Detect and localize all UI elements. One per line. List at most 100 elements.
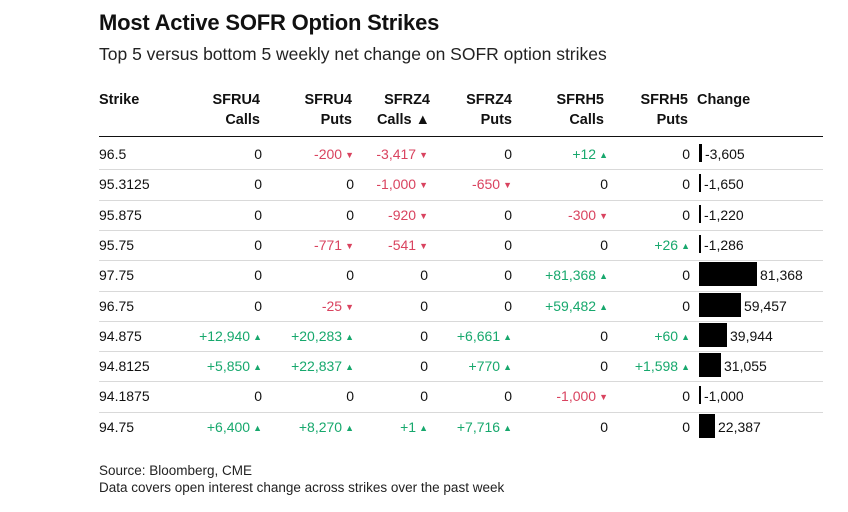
cell-value: 0 <box>504 236 512 253</box>
cell-value: -771 <box>314 236 343 253</box>
cell-value: 0 <box>682 297 690 314</box>
up-triangle-icon: ▲ <box>503 331 512 342</box>
down-triangle-icon: ▼ <box>419 240 428 251</box>
sfrh5-calls-cell: +81,368 ▲ <box>545 266 608 286</box>
row-separator <box>99 290 823 292</box>
sfrz4-calls-cell: 0 <box>420 357 428 375</box>
strike-cell: 94.875 <box>99 327 142 344</box>
sfru4-calls-cell: 0 <box>254 206 262 224</box>
sfru4-puts-cell: +20,283 ▲ <box>291 327 354 347</box>
sfrz4-puts-cell: +770 ▲ <box>469 357 512 377</box>
up-triangle-icon: ▲ <box>345 422 354 433</box>
up-triangle-icon: ▲ <box>419 422 428 433</box>
cell-value: -1,000 <box>556 388 597 405</box>
cell-value: 0 <box>504 388 512 405</box>
cell-value: 0 <box>504 297 512 314</box>
cell-value: 0 <box>254 267 262 284</box>
strike-cell: 95.75 <box>99 236 135 253</box>
cell-value: 0 <box>420 267 428 284</box>
change-bar <box>699 174 701 193</box>
sfrh5-calls-cell: -1,000 ▼ <box>556 387 608 407</box>
row-separator <box>99 199 823 201</box>
change-bar <box>699 144 702 162</box>
header-sfrz4-puts: SFRZ4 Puts <box>446 90 512 130</box>
header-change: Change <box>697 90 750 110</box>
change-label: -1,650 <box>704 176 744 193</box>
sfru4-calls-cell: 0 <box>254 236 262 254</box>
cell-value: 0 <box>682 206 690 223</box>
cell-value: 0 <box>254 146 262 162</box>
header-sfru4-calls-line1: SFRU4 <box>212 92 260 108</box>
row-separator <box>99 411 823 413</box>
change-label: 81,368 <box>760 267 803 284</box>
cell-value: +770 <box>468 358 501 375</box>
header-strike: Strike <box>99 90 139 110</box>
cell-value: 0 <box>682 418 690 435</box>
up-triangle-icon: ▲ <box>599 150 608 160</box>
up-triangle-icon: ▲ <box>503 422 512 433</box>
strike-cell: 97.75 <box>99 267 135 284</box>
sfrz4-calls-cell: -920 ▼ <box>388 206 428 226</box>
sfru4-calls-cell: 0 <box>254 266 262 284</box>
header-sfrh5-puts: SFRH5 Puts <box>622 90 688 130</box>
sfru4-puts-cell: -771 ▼ <box>314 236 354 256</box>
sfrz4-puts-cell: -650 ▼ <box>472 175 512 195</box>
sfrh5-puts-cell: 0 <box>682 145 690 163</box>
sfrh5-puts-cell: 0 <box>682 266 690 284</box>
sfrz4-calls-cell: 0 <box>420 387 428 405</box>
cell-value: 0 <box>682 176 690 193</box>
data-note: Data covers open interest change across … <box>99 480 505 495</box>
strike-cell: 94.75 <box>99 418 135 435</box>
cell-value: -920 <box>388 206 417 223</box>
sfru4-calls-cell: +5,850 ▲ <box>207 357 262 377</box>
sfrh5-calls-cell: +12 ▲ <box>572 145 608 165</box>
sfru4-puts-cell: 0 <box>346 206 354 224</box>
down-triangle-icon: ▼ <box>345 150 354 160</box>
cell-value: +60 <box>654 327 679 344</box>
cell-value: 0 <box>254 388 262 405</box>
sfru4-puts-cell: 0 <box>346 266 354 284</box>
change-bar <box>699 322 727 347</box>
sfru4-calls-cell: 0 <box>254 145 262 163</box>
cell-value: +26 <box>654 236 679 253</box>
header-strike-line2: Strike <box>99 92 140 108</box>
sfru4-calls-cell: +6,400 ▲ <box>207 418 262 438</box>
sfrh5-calls-cell: 0 <box>600 236 608 254</box>
sfru4-calls-cell: 0 <box>254 387 262 405</box>
header-sfru4-calls: SFRU4 Calls <box>200 90 260 130</box>
header-sfru4-puts: SFRU4 Puts <box>290 90 352 130</box>
strike-cell: 95.3125 <box>99 176 150 193</box>
chart-title: Most Active SOFR Option Strikes <box>99 10 440 35</box>
sfrh5-puts-cell: 0 <box>682 387 690 405</box>
header-sfrh5-puts-line1: SFRH5 <box>640 92 688 108</box>
down-triangle-icon: ▼ <box>503 180 512 191</box>
cell-value: +81,368 <box>545 267 597 284</box>
strike-cell: 94.8125 <box>99 358 150 375</box>
change-bar <box>699 234 701 253</box>
cell-value: +1 <box>400 418 417 435</box>
cell-value: +12,940 <box>199 327 251 344</box>
up-triangle-icon: ▲ <box>253 362 262 373</box>
sfrz4-puts-cell: 0 <box>504 297 512 315</box>
cell-value: 0 <box>600 236 608 253</box>
change-bar <box>699 262 757 287</box>
cell-value: +59,482 <box>545 297 597 314</box>
cell-value: -3,417 <box>376 146 417 162</box>
chart-footer: Source: Bloomberg, CME Data covers open … <box>99 462 504 496</box>
strike-cell: 95.875 <box>99 206 142 223</box>
header-sfrh5-calls-line1: SFRH5 <box>556 92 604 108</box>
up-triangle-icon: ▲ <box>599 301 608 312</box>
sfru4-puts-cell: 0 <box>346 175 354 193</box>
cell-value: 0 <box>346 206 354 223</box>
cell-value: -650 <box>472 176 501 193</box>
source-note: Source: Bloomberg, CME <box>99 463 253 478</box>
sfrz4-puts-cell: 0 <box>504 266 512 284</box>
header-sfrh5-puts-line2: Puts <box>656 112 688 128</box>
cell-value: 0 <box>600 176 608 193</box>
cell-value: 0 <box>420 358 428 375</box>
sfrz4-calls-cell: 0 <box>420 327 428 345</box>
sfru4-calls-cell: +12,940 ▲ <box>199 327 262 347</box>
sfru4-puts-cell: +8,270 ▲ <box>299 418 354 438</box>
cell-value: 0 <box>600 358 608 375</box>
cell-value: +6,400 <box>206 418 251 435</box>
